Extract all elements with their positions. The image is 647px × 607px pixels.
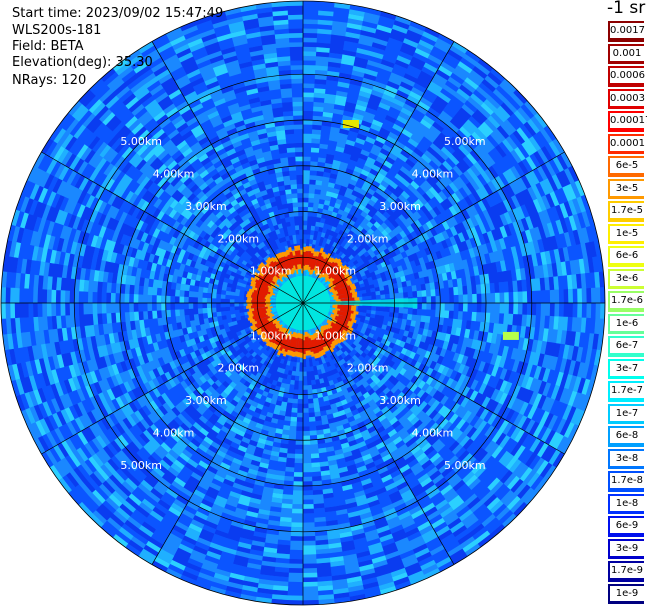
- beta-cells: [1, 1, 605, 604]
- range-ring-label: 4.00km: [412, 168, 454, 181]
- colorbar: 0.0017 0.001 0.0006 0.0003 0.00017 0.0001 6e-5…: [607, 20, 647, 605]
- colorbar-tick-label: 3e-7: [610, 360, 644, 376]
- colorbar-tick-label: 1.7e-7: [610, 383, 644, 399]
- start-time-label: Start time: 2023/09/02 15:47:49: [12, 6, 224, 21]
- colorbar-tick-label: 6e-5: [610, 158, 644, 174]
- colorbar-cell: 1.7e-7: [607, 380, 645, 403]
- beta-cells: [261, 261, 345, 345]
- colorbar-tick-label: 1e-5: [610, 225, 644, 241]
- colorbar-tick-label: 0.0001: [610, 135, 645, 151]
- colorbar-tick-label: 1e-9: [610, 585, 644, 601]
- colorbar-tick-label: 6e-7: [610, 338, 644, 354]
- colorbar-cell: 6e-5: [607, 155, 645, 178]
- range-ring-label: 3.00km: [379, 394, 421, 407]
- range-ring-label: 3.00km: [185, 200, 227, 213]
- colorbar-cell: 0.0006: [607, 65, 645, 88]
- azimuth-spoke: [302, 151, 565, 304]
- colorbar-cell: 1.7e-5: [607, 200, 645, 223]
- colorbar-tick-label: 3e-8: [610, 450, 644, 466]
- colorbar-tick-label: 3e-5: [610, 180, 644, 196]
- range-ring-label: 2.00km: [347, 232, 389, 245]
- echo-target: [502, 331, 519, 340]
- range-ring-label: 3.00km: [379, 200, 421, 213]
- colorbar-cell: 6e-8: [607, 425, 645, 448]
- colorbar-cell: 0.001: [607, 42, 645, 65]
- range-ring-label: 4.00km: [153, 168, 195, 181]
- instrument-label: WLS200s-181: [12, 23, 102, 38]
- colorbar-cell: 1.7e-9: [607, 560, 645, 583]
- azimuth-spoke: [302, 302, 455, 565]
- nrays-label: NRays: 120: [12, 73, 87, 88]
- colorbar-cell: 0.0017: [607, 20, 645, 43]
- colorbar-tick-label: 0.00017: [610, 113, 647, 129]
- colorbar-tick-label: 1.7e-6: [610, 293, 644, 309]
- colorbar-tick-label: 6e-8: [610, 428, 644, 444]
- colorbar-tick-label: 1e-7: [610, 405, 644, 421]
- azimuth-spoke: [151, 302, 304, 565]
- colorbar-tick-label: 3e-6: [610, 270, 644, 286]
- colorbar-cell: 0.00017: [607, 110, 647, 133]
- colorbar-cell: 1.7e-6: [607, 290, 645, 313]
- ppi-scan-plot: 1.00km 1.00km 1.00km 1.00km 2.00km 2.00km 2.00…: [0, 0, 606, 606]
- strong-return-ring: [251, 250, 356, 355]
- colorbar-tick-label: 1.7e-8: [610, 473, 644, 489]
- colorbar-cell: 1e-9: [607, 582, 645, 605]
- range-ring-label: 1.00km: [250, 265, 292, 278]
- azimuth-spoke: [41, 151, 304, 304]
- range-ring-label: 2.00km: [347, 362, 389, 375]
- beta-cells: [2, 5, 605, 606]
- azimuth-spoke: [302, 302, 565, 455]
- colorbar-cell: 3e-6: [607, 267, 645, 290]
- colorbar-tick-label: 0.001: [610, 45, 644, 61]
- colorbar-tick-label: 6e-9: [610, 518, 644, 534]
- colorbar-tick-label: 3e-9: [610, 540, 644, 556]
- beta-cells: [261, 261, 345, 345]
- colorbar-tick-label: 1e-6: [610, 315, 644, 331]
- colorbar-tick-label: 1.7e-5: [610, 203, 644, 219]
- azimuth-spoke: [302, 41, 455, 304]
- colorbar-cell: 3e-8: [607, 447, 645, 470]
- colorbar-tick-label: 0.0017: [610, 23, 645, 39]
- range-ring-label: 4.00km: [153, 426, 195, 439]
- colorbar-cell: 6e-7: [607, 335, 645, 358]
- echo-target: [342, 119, 359, 128]
- azimuth-spoke: [151, 41, 304, 304]
- range-ring-label: 1.00km: [250, 329, 292, 342]
- field-label: Field: BETA: [12, 39, 84, 54]
- beta-cells: [1, 10, 591, 595]
- colorbar-cell: 6e-6: [607, 245, 645, 268]
- range-ring-labels: 1.00km 1.00km 1.00km 1.00km 2.00km 2.00km 2.00…: [120, 135, 485, 472]
- colorbar-cell: 3e-5: [607, 177, 645, 200]
- colorbar-cell: 1.7e-8: [607, 470, 645, 493]
- colorbar-unit-label: -1 sr: [607, 0, 646, 18]
- colorbar-cell: 1e-7: [607, 402, 645, 425]
- range-ring-label: 5.00km: [444, 135, 486, 148]
- azimuth-spoke: [41, 302, 304, 455]
- range-ring-label: 2.00km: [217, 362, 259, 375]
- range-ring-label: 1.00km: [315, 329, 357, 342]
- range-ring-label: 3.00km: [185, 394, 227, 407]
- colorbar-tick-label: 6e-6: [610, 248, 644, 264]
- colorbar-cell: 0.0001: [607, 132, 645, 155]
- colorbar-cell: 1e-5: [607, 222, 645, 245]
- range-grid: [0, 0, 606, 606]
- range-ring-label: 4.00km: [412, 426, 454, 439]
- beta-cells: [1, 1, 605, 604]
- colorbar-cell: 1e-8: [607, 492, 645, 515]
- colorbar-cell: 6e-9: [607, 515, 645, 538]
- colorbar-cell: 0.0003: [607, 87, 645, 110]
- colorbar-tick-label: 1e-8: [610, 495, 644, 511]
- range-ring-label: 5.00km: [444, 459, 486, 472]
- range-ring-label: 1.00km: [315, 265, 357, 278]
- colorbar-tick-label: 0.0003: [610, 90, 645, 106]
- colorbar-tick-label: 1.7e-9: [610, 563, 644, 579]
- colorbar-cell: 3e-9: [607, 537, 645, 560]
- colorbar-tick-label: 0.0006: [610, 68, 645, 84]
- range-ring-label: 2.00km: [217, 232, 259, 245]
- elevation-label: Elevation(deg): 35.30: [12, 55, 153, 70]
- range-ring-label: 5.00km: [120, 459, 162, 472]
- colorbar-cell: 3e-7: [607, 357, 645, 380]
- range-ring-label: 5.00km: [120, 135, 162, 148]
- colorbar-cell: 1e-6: [607, 312, 645, 335]
